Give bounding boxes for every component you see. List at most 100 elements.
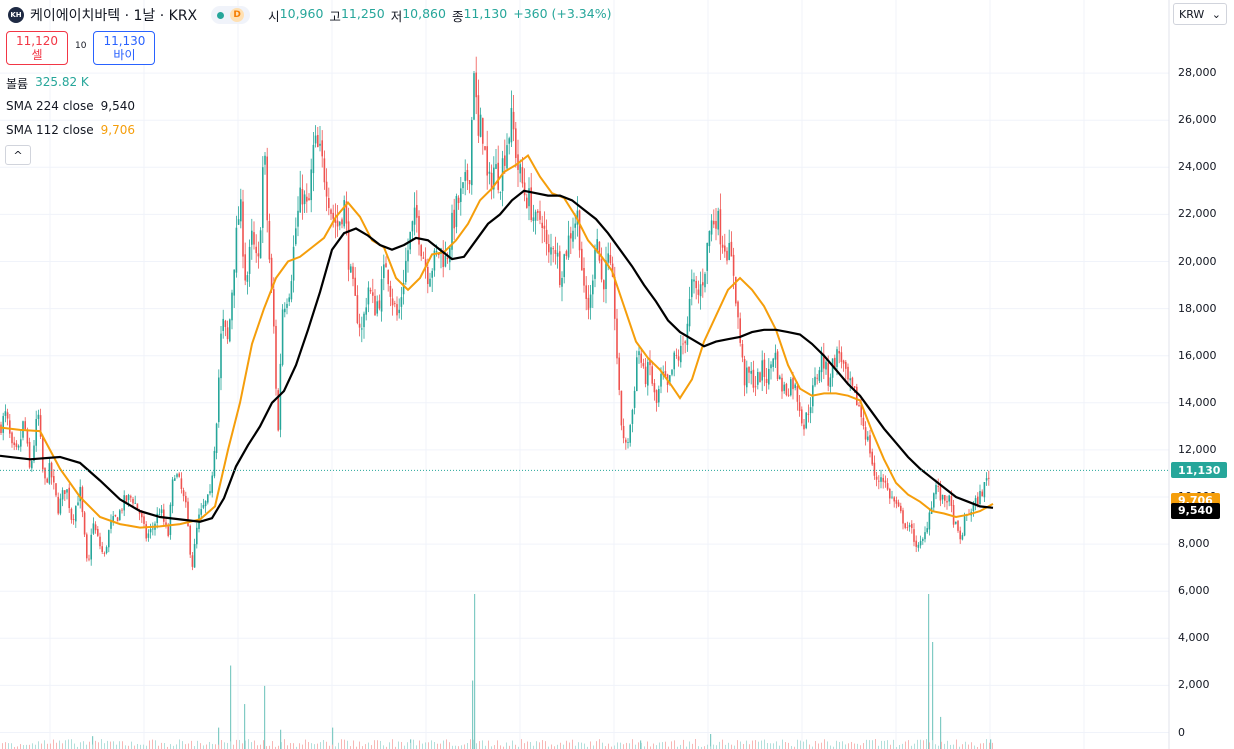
candle-body <box>455 196 458 227</box>
candle-body <box>420 245 422 257</box>
candle <box>565 249 568 260</box>
legend-collapse-button[interactable]: ^ <box>5 145 31 165</box>
candle-body <box>323 158 326 183</box>
volume-bar <box>515 744 516 749</box>
volume-bar <box>191 740 192 749</box>
candle-body <box>732 254 735 276</box>
candle <box>552 245 554 263</box>
volume-bar <box>128 745 129 749</box>
volume-bar <box>317 743 318 749</box>
candle-body <box>237 219 240 225</box>
volume-bar <box>875 739 876 749</box>
volume-bar <box>452 745 453 749</box>
volume-bar <box>605 746 606 749</box>
candle-body <box>926 528 928 533</box>
volume-bar <box>770 743 771 749</box>
candle-body <box>46 478 48 483</box>
currency-select[interactable]: KRW ⌄ <box>1173 3 1227 25</box>
legend-volume[interactable]: 볼륨 325.82 K <box>6 75 89 92</box>
candle <box>222 309 224 339</box>
volume-bar <box>899 744 900 749</box>
candle <box>864 421 867 446</box>
volume-bar <box>416 745 417 749</box>
candle <box>724 233 726 258</box>
candle-body <box>444 255 447 267</box>
candle <box>726 247 728 265</box>
symbol-title[interactable]: 케이에이치바텍 · 1날 · KRX <box>30 8 198 24</box>
candle-body <box>554 250 557 254</box>
price-axis-tick: 4,000 <box>1178 631 1210 645</box>
candle <box>710 214 713 242</box>
volume-bar <box>485 745 486 749</box>
candle-body <box>759 372 761 383</box>
candle-body <box>977 496 979 505</box>
candle <box>299 170 301 213</box>
volume-bar <box>683 739 684 749</box>
candle-body <box>402 283 405 295</box>
buy-button[interactable]: 11,130 바이 <box>93 31 156 65</box>
volume-bar <box>758 741 759 749</box>
candle-body <box>721 244 724 248</box>
candle <box>290 274 293 303</box>
candle-body <box>264 155 266 165</box>
volume-bar <box>701 746 702 749</box>
candle-body <box>39 415 42 437</box>
candle-body <box>464 172 466 181</box>
candle <box>922 537 924 545</box>
sell-button[interactable]: 11,120 셀 <box>6 31 68 65</box>
candle-body <box>895 500 898 504</box>
volume-bar <box>302 744 303 749</box>
candle-body <box>246 275 249 282</box>
candle-body <box>358 323 361 328</box>
candle <box>385 256 387 268</box>
volume-bar <box>545 741 546 749</box>
candle-body <box>871 451 873 465</box>
volume-bar <box>716 745 717 749</box>
candle <box>46 477 48 484</box>
candle <box>457 195 460 210</box>
volume-bar <box>353 740 354 749</box>
volume-bar <box>269 745 270 749</box>
legend-sma224[interactable]: SMA 224 close 9,540 <box>6 99 135 113</box>
volume-bar <box>8 743 9 749</box>
candle-body <box>200 509 202 515</box>
candle-body <box>435 251 438 252</box>
market-status[interactable]: D <box>211 6 251 24</box>
candle <box>352 262 354 287</box>
candle-body <box>68 487 70 509</box>
candle-body <box>961 535 964 540</box>
candle <box>702 268 704 298</box>
candle <box>981 489 983 497</box>
candle-body <box>376 301 378 314</box>
volume-bar <box>710 746 711 749</box>
sell-label: 셀 <box>31 48 43 62</box>
candle-body <box>149 529 152 533</box>
candle <box>908 522 911 532</box>
candle <box>266 147 268 233</box>
candle-body <box>607 253 609 263</box>
candle-body <box>684 341 686 344</box>
candle <box>57 492 59 516</box>
candle-body <box>372 292 374 296</box>
volume-bar <box>461 745 462 749</box>
candle-body <box>224 320 227 327</box>
candle-body <box>336 220 339 227</box>
volume-bar <box>665 741 666 749</box>
candle-body <box>869 435 871 454</box>
candle-body <box>160 509 163 514</box>
candle <box>631 408 634 433</box>
volume-bar <box>497 740 498 749</box>
candle <box>284 302 286 318</box>
candle-body <box>136 503 139 510</box>
candle <box>900 502 902 514</box>
volume-bar <box>68 739 69 749</box>
candle-body <box>396 304 398 316</box>
volume-bar <box>89 741 90 749</box>
candle <box>178 472 180 478</box>
candle-body <box>583 267 585 286</box>
candle-body <box>823 354 825 369</box>
legend-sma112[interactable]: SMA 112 close 9,706 <box>6 123 135 137</box>
candle <box>251 218 253 260</box>
candle <box>510 90 513 148</box>
